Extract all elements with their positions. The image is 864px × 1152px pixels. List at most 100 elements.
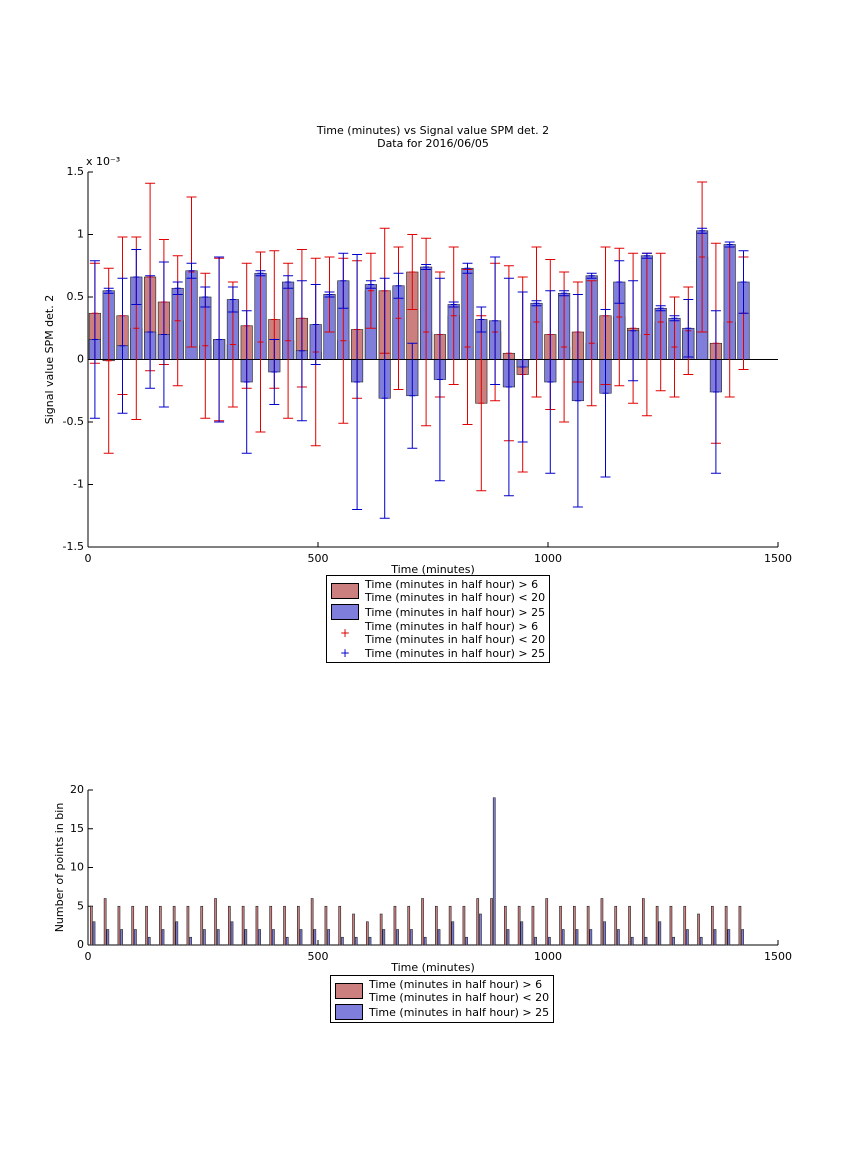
legend-swatch [331, 583, 359, 599]
bar [396, 929, 399, 946]
error-bar [724, 241, 735, 248]
bar [561, 929, 565, 946]
chart-subtitle: Data for 2016/06/05 [377, 137, 489, 150]
error-bar [545, 290, 556, 474]
bar [479, 913, 482, 946]
legend-label: Time (minutes in half hour) > 25 [365, 605, 546, 619]
x-tick-label: 0 [85, 950, 92, 963]
error-bar [697, 181, 708, 333]
legend: Time (minutes in half hour) > 6 Time (mi… [326, 575, 551, 663]
y-tick-label: 5 [77, 899, 84, 912]
y-tick-label: 0 [77, 938, 84, 951]
legend-label: Time (minutes in half hour) > 25 [369, 1005, 550, 1019]
error-bar [586, 272, 597, 279]
bar [354, 936, 358, 946]
bar [465, 936, 468, 946]
error-bar [296, 280, 307, 422]
error-bar [559, 271, 570, 423]
y-tick-label: -1.5 [63, 540, 84, 553]
bar [272, 929, 275, 946]
bar [548, 936, 551, 946]
y-tick-label: -0.5 [63, 415, 84, 428]
y-tick-label: 1 [77, 228, 84, 241]
legend-label: Time (minutes in half hour) > 6 Time (mi… [365, 578, 546, 604]
bar [655, 905, 659, 946]
legend-swatch [335, 1004, 363, 1020]
bar [490, 898, 493, 946]
error-bar [145, 275, 156, 389]
bar [186, 905, 190, 946]
bar [572, 905, 576, 946]
error-bar [586, 280, 597, 407]
bar [382, 929, 386, 946]
x-axis-label: Time (minutes) [390, 563, 475, 576]
error-bar [503, 277, 514, 497]
bar [641, 898, 645, 946]
bar [614, 905, 618, 946]
bar [451, 921, 455, 946]
error-bar [476, 306, 487, 333]
bar [120, 929, 123, 946]
error-bar [628, 280, 639, 382]
error-bar [379, 277, 390, 519]
bar [476, 898, 480, 946]
error-bar [172, 281, 183, 295]
x-tick-label: 1500 [764, 552, 792, 565]
error-bar [186, 262, 197, 279]
legend-swatch [335, 983, 363, 999]
bar [710, 905, 714, 946]
y-tick-label: 10 [70, 861, 84, 874]
bar [230, 921, 234, 946]
legend-marker: + [339, 646, 351, 660]
error-bar [683, 299, 694, 358]
bar [658, 921, 662, 946]
x-axis-label: Time (minutes) [390, 961, 475, 974]
bar [310, 898, 314, 946]
bar [503, 905, 507, 946]
error-bar [255, 251, 266, 433]
y-tick-label: -1 [73, 478, 84, 491]
bar [421, 898, 424, 946]
error-bar [227, 286, 238, 313]
bar [713, 929, 717, 946]
legend-entry: + Time (minutes in half hour) > 25 [331, 646, 545, 660]
error-bar [407, 342, 418, 449]
error-bar [669, 296, 680, 398]
error-bar [600, 309, 611, 478]
error-bar [393, 272, 404, 299]
error-bar [531, 246, 542, 398]
error-bar [283, 275, 294, 289]
legend-entry: Time (minutes in half hour) > 6 Time (mi… [331, 578, 545, 604]
bar [586, 905, 590, 946]
error-bar [614, 260, 625, 304]
error-bar [462, 269, 473, 425]
bar [600, 898, 604, 946]
bar [134, 929, 137, 946]
error-bar [89, 260, 100, 419]
y-tick-label: 0.5 [67, 290, 85, 303]
bar [697, 913, 700, 946]
bar [90, 905, 93, 946]
error-bar [283, 262, 294, 419]
error-bar [448, 301, 459, 308]
bar [175, 921, 179, 946]
error-bar [117, 277, 128, 414]
bar [534, 936, 537, 946]
bar [296, 905, 300, 946]
error-bar [338, 252, 349, 309]
legend-marker: + [339, 626, 351, 640]
error-bar [324, 291, 335, 298]
bar [506, 929, 510, 946]
y-axis-label: Signal value SPM det. 2 [43, 295, 56, 425]
error-bar [655, 305, 666, 312]
legend-swatch [331, 604, 359, 620]
bar [269, 905, 273, 946]
error-bar [517, 291, 528, 443]
x-tick-label: 0 [85, 552, 92, 565]
bar [589, 929, 593, 946]
error-bar [365, 280, 376, 289]
legend-entry: + Time (minutes in half hour) > 6 Time (m… [331, 620, 545, 646]
bar [214, 898, 217, 946]
error-bar [572, 294, 583, 508]
